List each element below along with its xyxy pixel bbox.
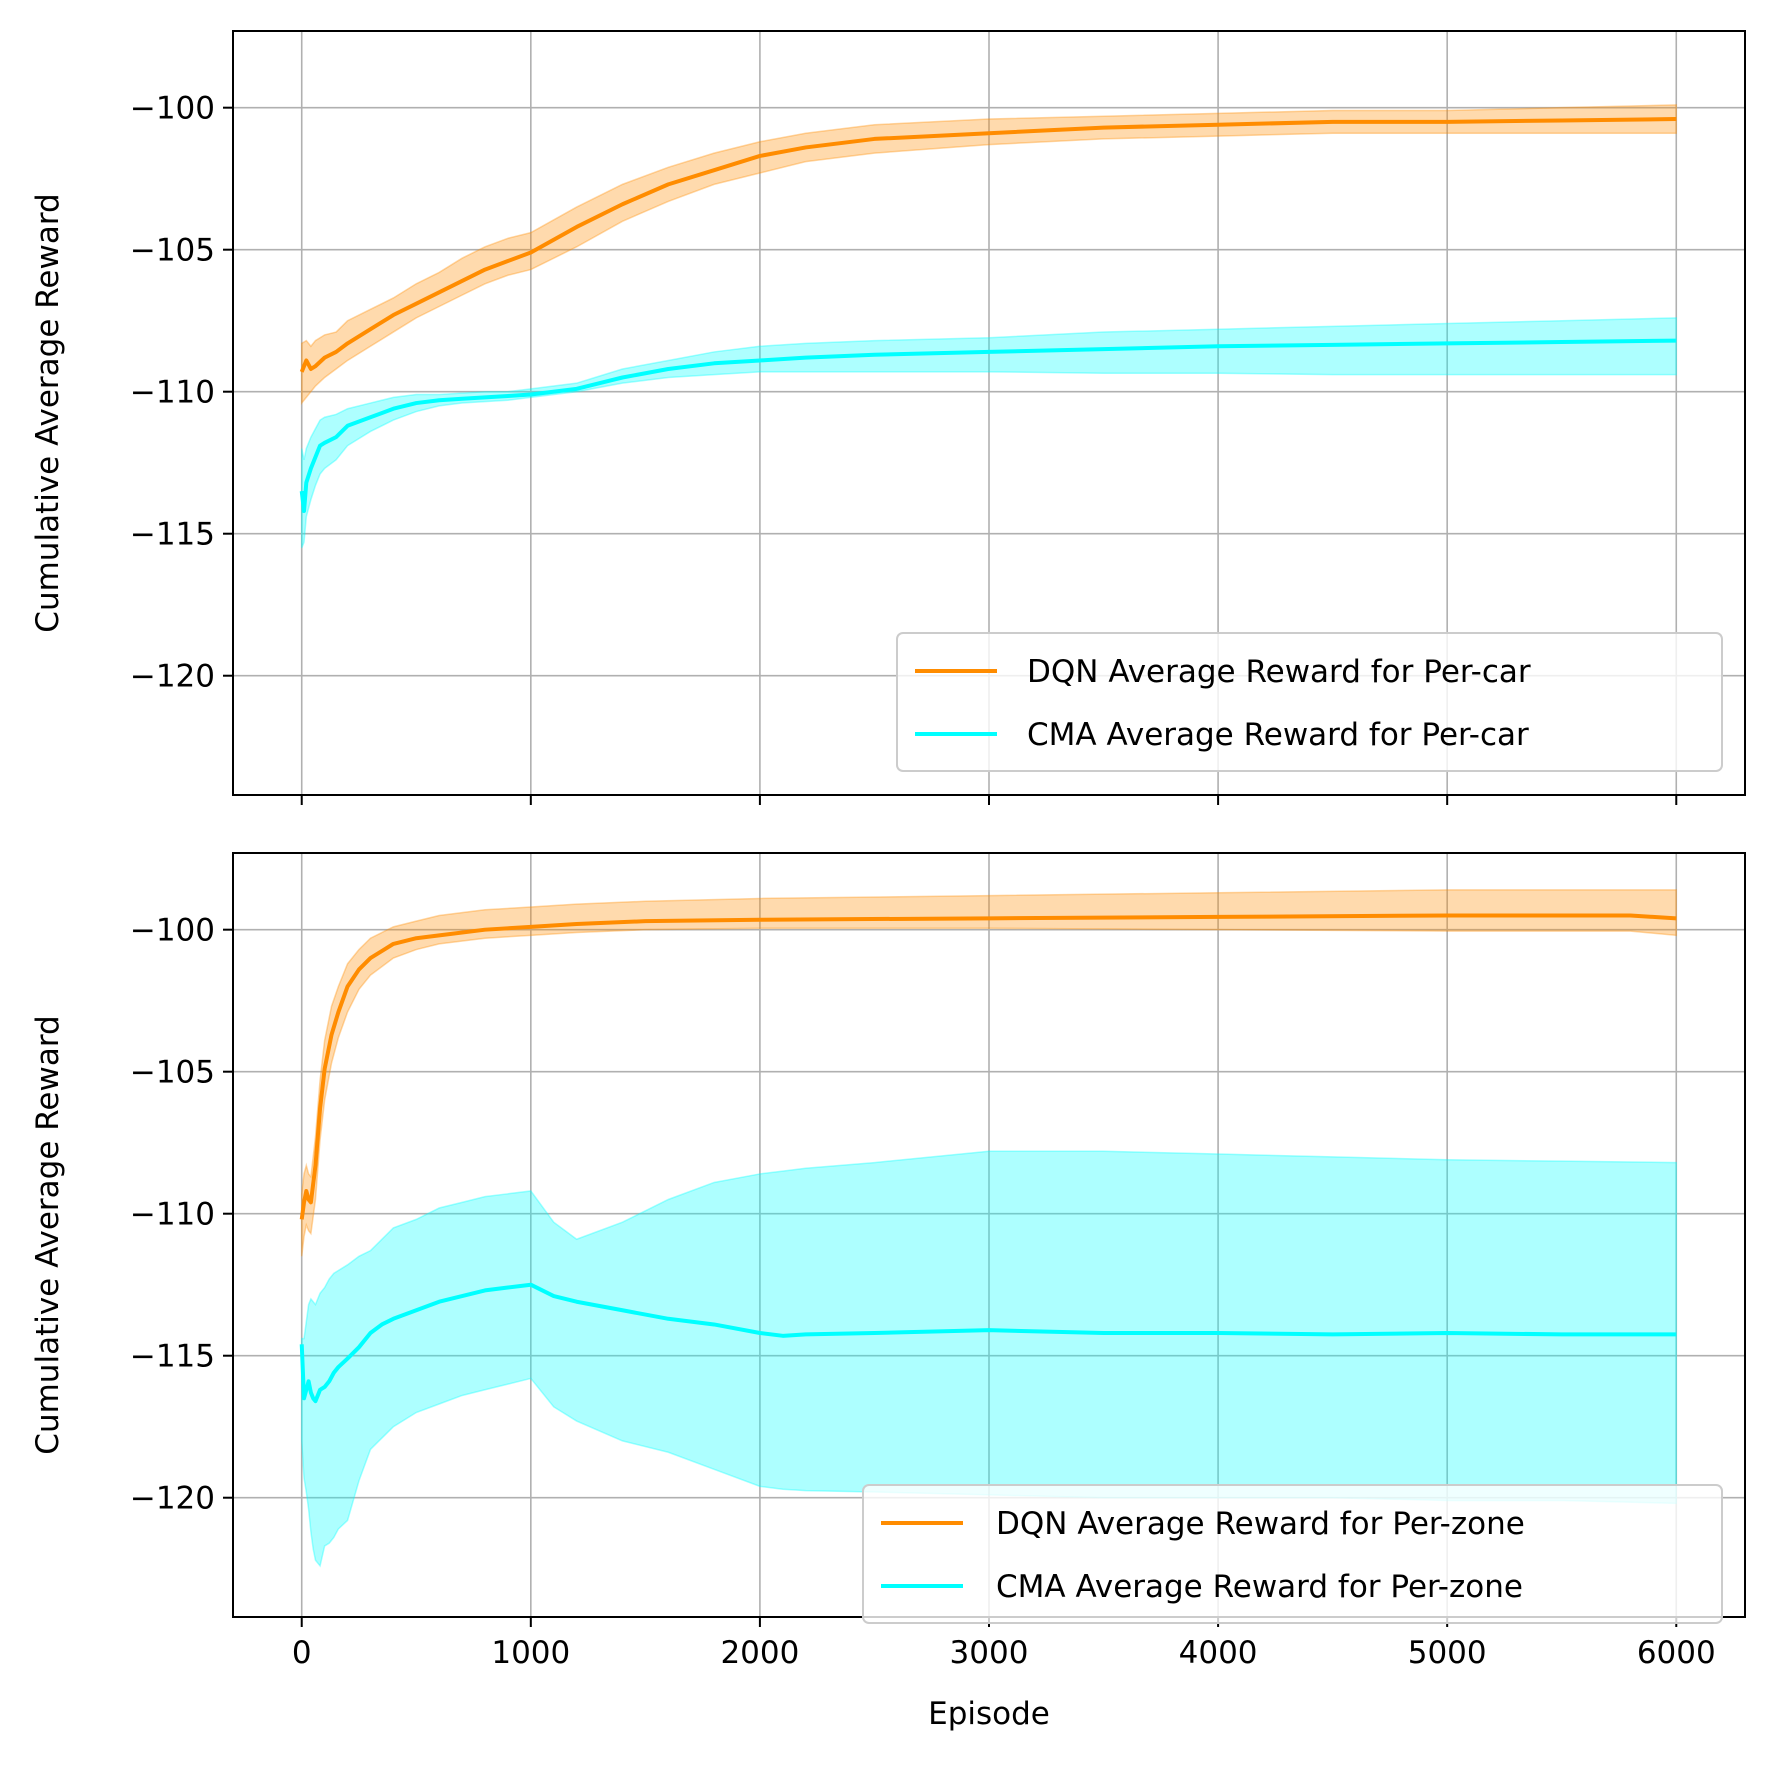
y-tick-label: −105: [130, 1055, 215, 1091]
y-tick-label: −105: [130, 233, 215, 269]
series-line: [299, 338, 1677, 513]
x-tick-label: 4000: [1179, 1635, 1258, 1671]
x-axis-label: Episode: [928, 1696, 1050, 1732]
legend: DQN Average Reward for Per-zone CMA Avera…: [862, 1484, 1723, 1624]
y-tick-label: −110: [130, 1197, 215, 1233]
y-tick-label: −115: [130, 1339, 215, 1375]
y-tick-label: −110: [130, 375, 215, 411]
top-panel: −120 −115 −110 −105 −100 Cumulative Average R…: [30, 30, 1746, 805]
series-line: [299, 1282, 1677, 1404]
legend-label: DQN Average Reward for Per-car: [1027, 654, 1531, 690]
y-tick-label: −100: [130, 91, 215, 127]
x-tick-label: 0: [292, 1635, 312, 1671]
y-tick-label: −100: [130, 913, 215, 949]
y-tick-label: −120: [130, 1481, 215, 1517]
legend-label: CMA Average Reward for Per-car: [1027, 717, 1529, 753]
x-tick-label: 6000: [1637, 1635, 1716, 1671]
y-axis-label: Cumulative Average Reward: [30, 193, 66, 632]
y-tick-label: −115: [130, 517, 215, 553]
y-axis-label: Cumulative Average Reward: [30, 1015, 66, 1454]
legend-box: [862, 1484, 1723, 1624]
x-tick-label: 3000: [950, 1635, 1029, 1671]
confidence-band: [300, 104, 1678, 406]
x-tick-label: 1000: [491, 1635, 570, 1671]
legend-box: [896, 632, 1723, 772]
legend-label: CMA Average Reward for Per-zone: [996, 1569, 1523, 1605]
legend-label: DQN Average Reward for Per-zone: [996, 1506, 1525, 1542]
series-line: [299, 913, 1677, 1220]
x-tick-label: 5000: [1408, 1635, 1487, 1671]
series-line: [299, 117, 1677, 373]
x-tick-label: 2000: [720, 1635, 799, 1671]
confidence-band: [300, 889, 1678, 1257]
y-tick-label: −120: [130, 659, 215, 695]
bottom-panel: 0 1000 2000 3000 4000 5000 6000 −120 −115 −110 −10…: [30, 852, 1746, 1732]
legend: DQN Average Reward for Per-car CMA Averag…: [896, 632, 1723, 772]
confidence-band: [300, 317, 1678, 549]
